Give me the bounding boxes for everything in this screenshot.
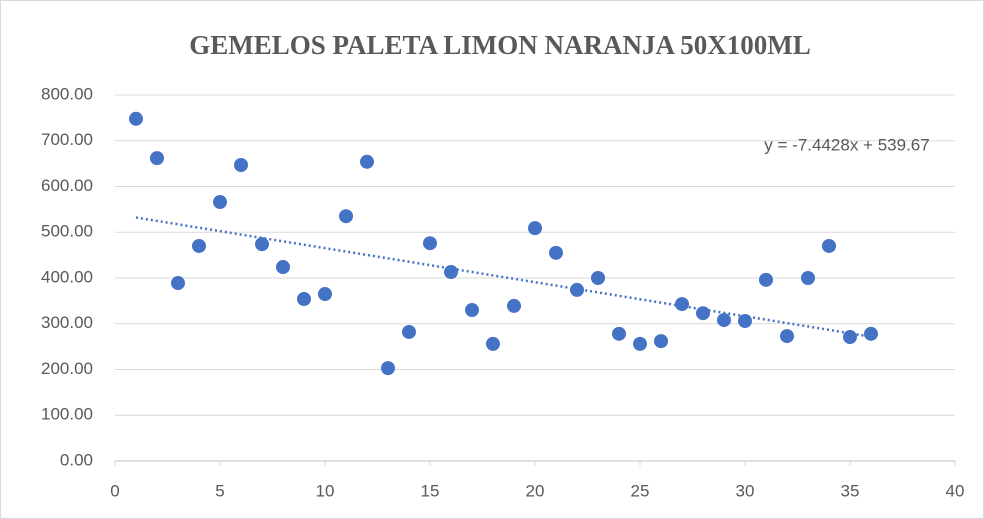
point [654,334,668,349]
point [381,361,395,376]
point [591,271,605,285]
point [696,306,710,321]
point [234,157,248,172]
point [549,245,563,260]
x-tick-label: 15 [421,481,440,500]
y-tick-label: 700.00 [41,130,93,149]
point [528,221,542,236]
point [276,260,290,275]
y-tick-label: 200.00 [41,359,93,378]
point [780,329,794,344]
point [822,238,836,253]
y-tick-label: 100.00 [41,405,93,424]
point [486,336,500,351]
point [150,151,164,166]
point [360,154,374,169]
point [675,297,689,312]
x-tick-label: 5 [215,481,224,500]
y-tick-label: 300.00 [41,313,93,332]
point [801,271,815,285]
x-tick-label: 25 [631,481,650,500]
point [339,209,353,224]
point [297,292,311,307]
x-tick-label: 0 [110,481,119,500]
trendline-label: y = -7.4428x + 539.67 [764,135,929,154]
point [318,287,332,302]
point [129,111,143,126]
point [864,326,878,341]
y-tick-label: 800.00 [41,84,93,103]
point [444,265,458,280]
point [402,324,416,339]
x-tick-label: 30 [736,481,755,500]
y-tick-label: 400.00 [41,267,93,286]
point [843,330,857,345]
x-tick-label: 40 [946,481,965,500]
x-tick-label: 10 [316,481,335,500]
point [612,326,626,341]
y-tick-label: 600.00 [41,176,93,195]
point [507,298,521,313]
y-tick-label: 500.00 [41,222,93,241]
point [465,303,479,318]
point [192,238,206,253]
chart-title: GEMELOS PALETA LIMON NARANJA 50X100ML [189,30,811,60]
point [570,282,584,297]
y-tick-label: 0.00 [60,450,93,469]
point [171,276,185,291]
x-tick-label: 35 [841,481,860,500]
point [759,272,773,287]
point [633,336,647,351]
x-tick-label: 20 [526,481,545,500]
point [255,237,269,252]
point [738,314,752,329]
point [213,195,227,210]
point [717,313,731,328]
point [423,236,437,251]
